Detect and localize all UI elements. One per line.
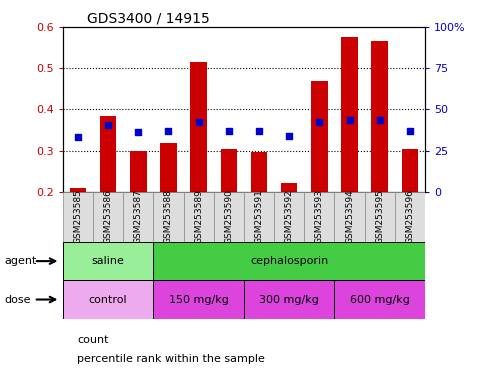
Bar (395, 192, 425, 242)
Bar (281, 182, 298, 192)
Text: GSM253595: GSM253595 (375, 190, 384, 244)
Point (195, 119, 202, 125)
Text: GSM253591: GSM253591 (255, 190, 264, 244)
Bar (251, 152, 267, 192)
Bar (100, 116, 116, 192)
Bar (93, 192, 123, 242)
Text: agent: agent (5, 256, 37, 266)
Point (165, 128, 172, 134)
Point (376, 117, 384, 123)
Text: GSM253594: GSM253594 (345, 190, 354, 244)
Bar (274, 192, 304, 242)
Text: GSM253592: GSM253592 (284, 190, 294, 244)
Point (134, 129, 142, 135)
Bar (63, 192, 93, 242)
Bar (190, 62, 207, 192)
Text: 300 mg/kg: 300 mg/kg (259, 295, 319, 305)
Text: GSM253590: GSM253590 (224, 190, 233, 244)
Text: GSM253593: GSM253593 (315, 190, 324, 244)
Text: GSM253586: GSM253586 (103, 190, 113, 244)
Text: control: control (89, 295, 128, 305)
Text: dose: dose (5, 295, 31, 305)
Bar (365, 192, 395, 242)
Point (255, 128, 263, 134)
Bar (63, 242, 154, 280)
Text: saline: saline (92, 256, 125, 266)
Bar (244, 192, 274, 242)
Point (225, 128, 233, 134)
Bar (130, 151, 146, 192)
Bar (402, 149, 418, 192)
Text: cephalosporin: cephalosporin (250, 256, 328, 266)
Bar (154, 242, 425, 280)
Text: GDS3400 / 14915: GDS3400 / 14915 (87, 12, 210, 25)
Text: percentile rank within the sample: percentile rank within the sample (77, 354, 265, 364)
Bar (334, 192, 365, 242)
Point (346, 117, 354, 123)
Bar (213, 192, 244, 242)
Text: 150 mg/kg: 150 mg/kg (169, 295, 228, 305)
Point (104, 122, 112, 128)
Point (406, 128, 414, 134)
Bar (221, 149, 237, 192)
Point (285, 133, 293, 139)
Point (315, 119, 323, 125)
Text: GSM253587: GSM253587 (134, 190, 143, 244)
Point (74, 134, 82, 140)
Bar (123, 192, 154, 242)
Bar (371, 40, 388, 192)
Bar (244, 280, 334, 319)
Bar (63, 280, 154, 319)
Text: GSM253589: GSM253589 (194, 190, 203, 244)
Text: GSM253588: GSM253588 (164, 190, 173, 244)
Bar (334, 280, 425, 319)
Bar (154, 280, 244, 319)
Text: 600 mg/kg: 600 mg/kg (350, 295, 410, 305)
Bar (70, 188, 86, 192)
Bar (184, 192, 213, 242)
Bar (154, 192, 184, 242)
Bar (304, 192, 334, 242)
Bar (341, 37, 358, 192)
Text: count: count (77, 335, 109, 345)
Text: GSM253596: GSM253596 (405, 190, 414, 244)
Bar (160, 143, 177, 192)
Bar (311, 81, 327, 192)
Text: GSM253585: GSM253585 (73, 190, 83, 244)
